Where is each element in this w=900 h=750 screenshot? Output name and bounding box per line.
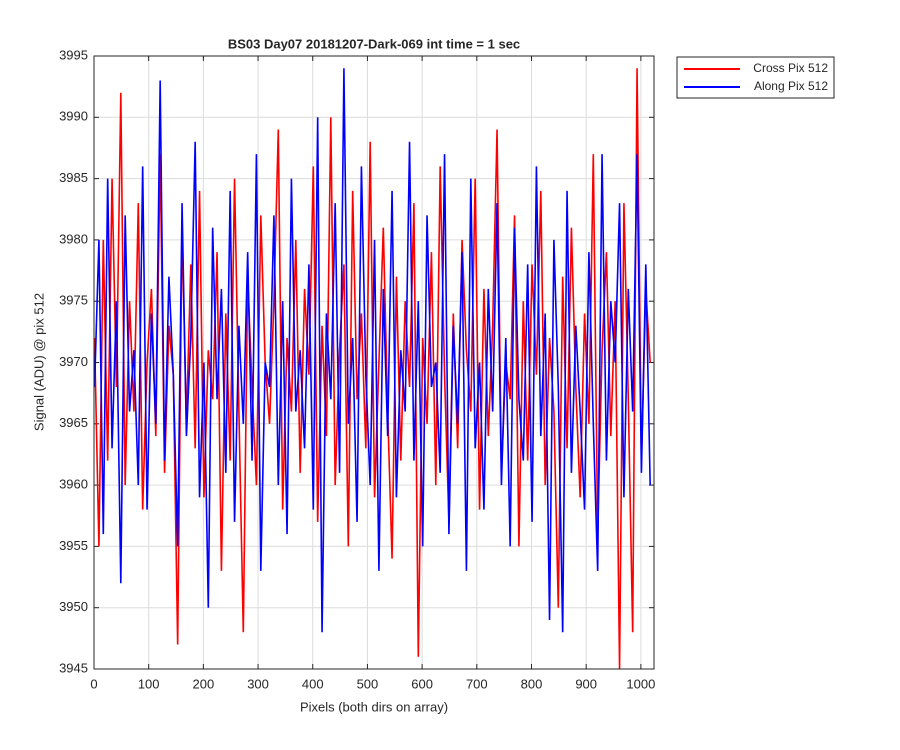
x-tick-label: 200	[193, 676, 215, 691]
x-axis-label: Pixels (both dirs on array)	[300, 699, 448, 714]
legend-box	[676, 56, 835, 99]
y-tick-label: 3990	[59, 109, 88, 124]
legend-label: Along Pix 512	[754, 79, 828, 93]
x-tick-label: 300	[247, 676, 269, 691]
y-axis-label: Signal (ADU) @ pix 512	[31, 293, 46, 431]
legend: Cross Pix 512 Along Pix 512	[676, 56, 835, 99]
y-tick-label: 3980	[59, 231, 88, 246]
x-tick-label: 700	[466, 676, 488, 691]
legend-label: Cross Pix 512	[753, 61, 828, 75]
chart-title: BS03 Day07 20181207-Dark-069 int time = …	[228, 36, 520, 51]
x-tick-label: 400	[302, 676, 324, 691]
plot-frame	[93, 55, 655, 670]
y-tick-label: 3950	[59, 599, 88, 614]
x-tick-label: 0	[90, 676, 97, 691]
y-tick-label: 3945	[59, 660, 88, 675]
data-line	[93, 68, 651, 633]
x-tick-label: 800	[521, 676, 543, 691]
y-tick-label: 3965	[59, 415, 88, 430]
y-tick-label: 3970	[59, 354, 88, 369]
y-tick-label: 3960	[59, 477, 88, 492]
y-tick-label: 3985	[59, 170, 88, 185]
x-tick-label: 100	[138, 676, 160, 691]
y-tick-label: 3995	[59, 47, 88, 62]
x-tick-label: 500	[357, 676, 379, 691]
y-tick-label: 3975	[59, 293, 88, 308]
x-tick-label: 900	[575, 676, 597, 691]
y-tick-label: 3955	[59, 538, 88, 553]
x-tick-label: 600	[411, 676, 433, 691]
x-tick-label: 1000	[626, 676, 655, 691]
